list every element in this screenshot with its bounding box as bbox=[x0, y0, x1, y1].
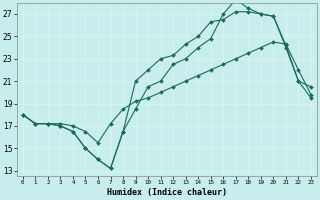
X-axis label: Humidex (Indice chaleur): Humidex (Indice chaleur) bbox=[107, 188, 227, 197]
